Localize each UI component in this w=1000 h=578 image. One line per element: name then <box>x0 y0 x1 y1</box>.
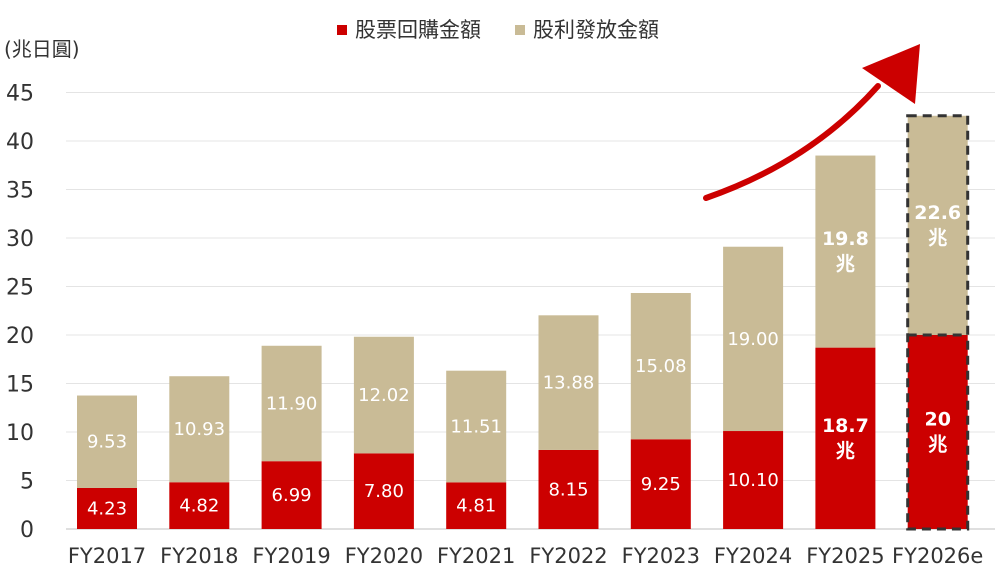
x-axis-labels: FY2017 FY2018 FY2019 FY2020 FY2021 FY2022 FY20… <box>68 544 984 568</box>
bar-label-dividend: 9.53 <box>87 432 127 453</box>
legend-swatch-buyback <box>337 25 347 35</box>
bar-dividend <box>630 292 691 440</box>
y-tick-label: 20 <box>6 324 34 349</box>
bar-dividend <box>77 395 137 488</box>
x-tick-label: FY2019 <box>252 544 330 568</box>
bar-dividend <box>723 246 784 432</box>
x-tick-label: FY2023 <box>622 544 700 568</box>
bar-buyback <box>538 449 599 529</box>
bar-label-dividend: 19.8 兆 <box>822 228 869 275</box>
bar-dividend <box>815 155 876 348</box>
bar-dividend <box>353 336 414 454</box>
legend-swatch-dividend <box>515 25 525 35</box>
y-tick-label: 30 <box>6 227 34 252</box>
bar-buyback <box>630 439 691 529</box>
y-tick-label: 45 <box>6 82 34 107</box>
x-tick-label: FY2018 <box>160 544 238 568</box>
y-tick-label: 10 <box>6 421 34 446</box>
bar-label-dividend: 13.88 <box>543 373 595 394</box>
bar-buyback <box>446 482 507 529</box>
bar-label-buyback: 20 兆 <box>924 409 950 456</box>
bar-label-dividend: 12.02 <box>358 385 410 406</box>
bar-buyback <box>907 335 968 529</box>
y-tick-label: 5 <box>20 470 34 495</box>
legend-label-buyback: 股票回購金額 <box>355 18 481 42</box>
bar-buyback <box>77 487 137 529</box>
bar-buyback <box>815 347 876 529</box>
x-tick-label: FY2025 <box>806 544 884 568</box>
bar-buyback <box>723 431 784 529</box>
bar-label-dividend: 11.51 <box>450 417 502 438</box>
bar-dividend <box>907 115 968 335</box>
bar-dividend <box>261 345 322 462</box>
bar-buyback <box>261 461 322 529</box>
y-axis-ticks: 0 5 10 15 20 25 30 35 40 45 <box>6 82 34 544</box>
x-tick-label: FY2026e <box>892 544 983 568</box>
x-tick-label: FY2017 <box>68 544 146 568</box>
bar-label-buyback: 4.81 <box>456 496 496 517</box>
bar-dividend <box>169 376 230 483</box>
bar-buyback <box>169 482 230 529</box>
x-tick-label: FY2020 <box>345 544 423 568</box>
bar-label-dividend: 15.08 <box>635 356 687 377</box>
bar-dividend <box>446 370 507 483</box>
bar-label-buyback: 7.80 <box>364 481 404 502</box>
bar-label-buyback: 4.82 <box>179 496 219 517</box>
legend: 股票回購金額 股利發放金額 <box>337 18 659 42</box>
y-tick-label: 0 <box>20 518 34 543</box>
bar-label-buyback: 10.10 <box>727 470 779 491</box>
growth-trend-arrow <box>703 44 920 201</box>
estimate-outline <box>906 114 970 531</box>
bar-value-labels: 4.23 9.53 4.82 10.93 6.99 11.90 7.80 12.02 4.81 1… <box>87 202 961 520</box>
y-tick-label: 40 <box>6 130 34 155</box>
legend-label-dividend: 股利發放金額 <box>533 18 659 42</box>
bar-buyback <box>353 453 414 529</box>
arrow-head <box>862 44 920 104</box>
bar-dividend <box>538 315 599 450</box>
bar-label-buyback: 18.7 兆 <box>822 415 869 462</box>
y-tick-label: 15 <box>6 373 34 398</box>
y-axis-unit-label: (兆日圓) <box>4 37 80 61</box>
bar-label-dividend: 11.90 <box>266 393 318 414</box>
y-tick-label: 25 <box>6 276 34 301</box>
bar-label-dividend: 19.00 <box>727 329 779 350</box>
bar-label-buyback: 8.15 <box>548 479 588 500</box>
bars <box>77 114 970 531</box>
x-tick-label: FY2021 <box>437 544 515 568</box>
x-tick-label: FY2022 <box>529 544 607 568</box>
bar-label-buyback: 6.99 <box>272 485 312 506</box>
bar-label-dividend: 10.93 <box>174 419 226 440</box>
bar-label-buyback: 9.25 <box>641 474 681 495</box>
x-tick-label: FY2024 <box>714 544 792 568</box>
bar-label-dividend: 22.6 兆 <box>914 202 961 249</box>
arrow-shaft <box>703 83 881 201</box>
y-tick-label: 35 <box>6 179 34 204</box>
bar-label-buyback: 4.23 <box>87 498 127 519</box>
